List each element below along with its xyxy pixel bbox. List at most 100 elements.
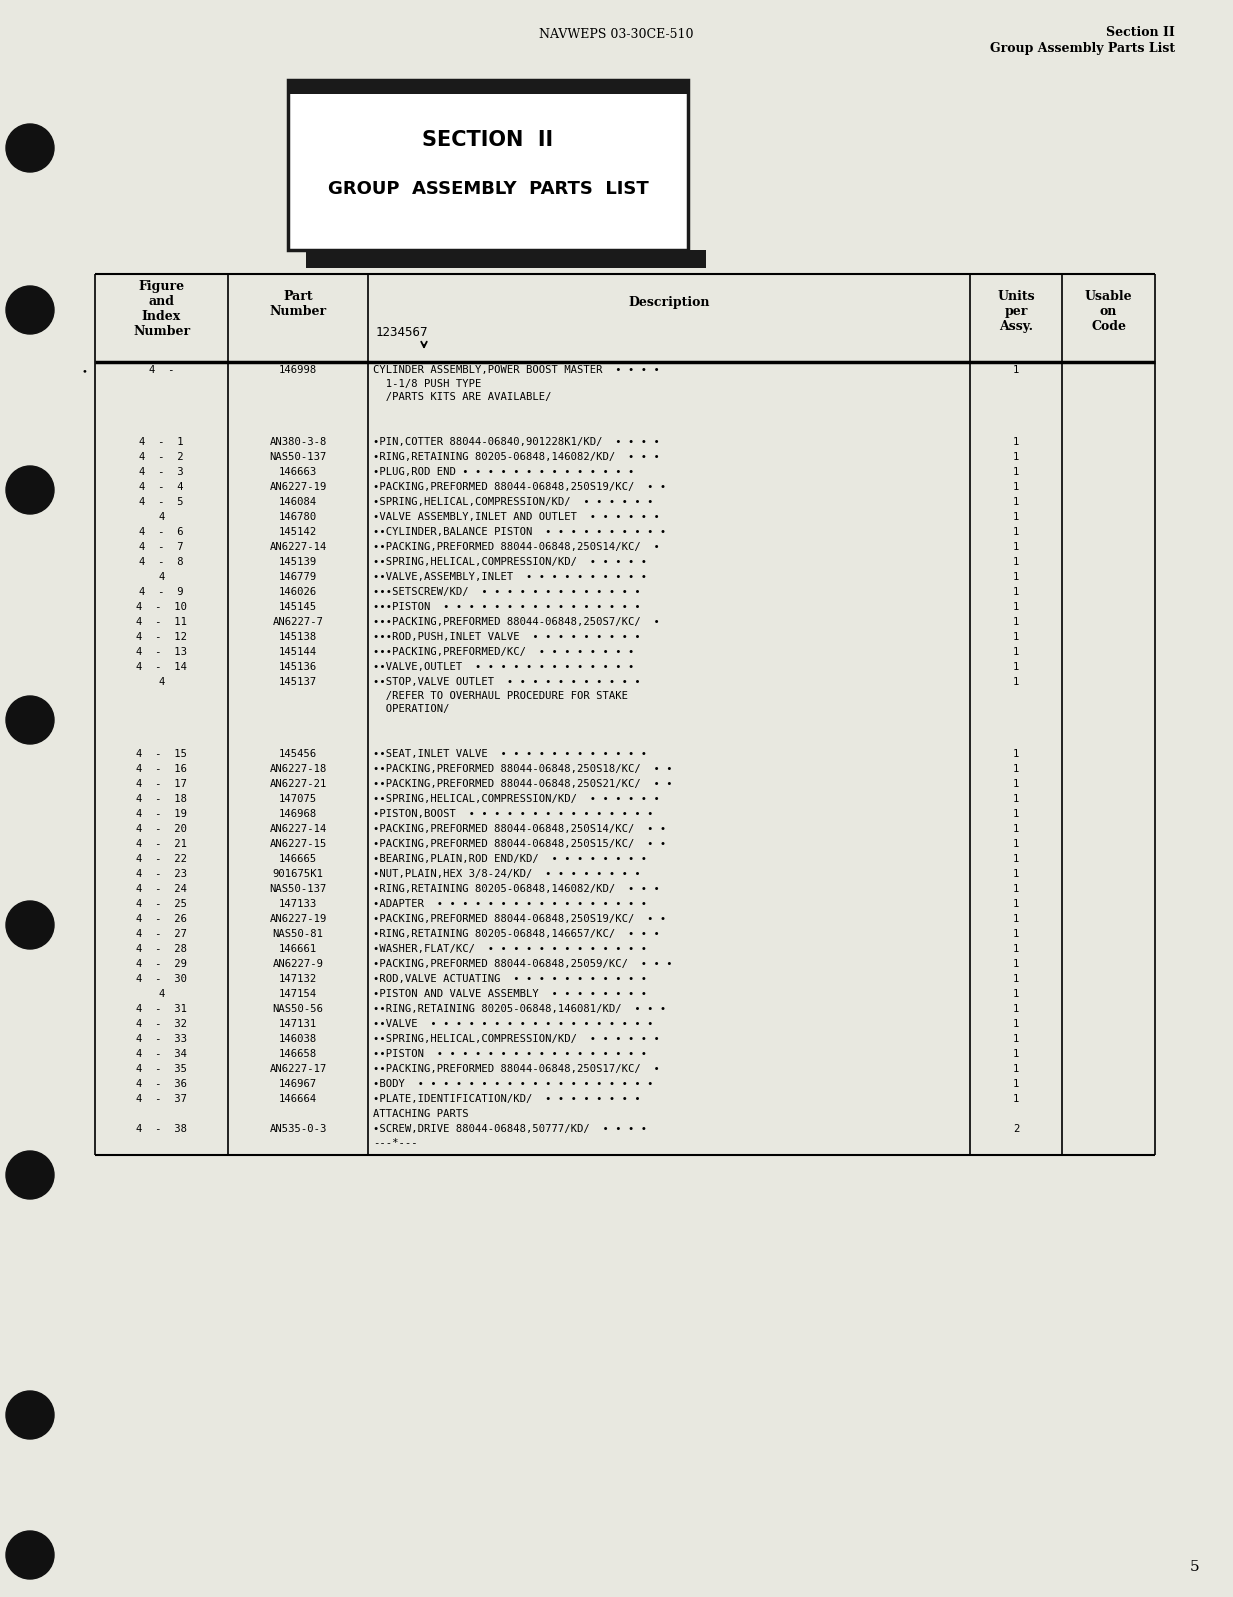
Text: NAS50-81: NAS50-81 xyxy=(272,929,323,939)
Bar xyxy=(289,80,688,94)
Text: 4  -  18: 4 - 18 xyxy=(136,794,187,803)
Text: 146663: 146663 xyxy=(279,466,317,478)
Text: 4  -  4: 4 - 4 xyxy=(139,482,184,492)
Text: 1: 1 xyxy=(1012,572,1020,581)
Text: 4  -  20: 4 - 20 xyxy=(136,824,187,834)
Text: 1: 1 xyxy=(1012,1033,1020,1044)
Text: 4  -  24: 4 - 24 xyxy=(136,885,187,894)
Text: 1: 1 xyxy=(1012,1094,1020,1104)
Text: ••SEAT,INLET VALVE  • • • • • • • • • • • •: ••SEAT,INLET VALVE • • • • • • • • • • •… xyxy=(374,749,647,759)
Text: 1: 1 xyxy=(1012,438,1020,447)
Text: Group Assembly Parts List: Group Assembly Parts List xyxy=(990,42,1175,54)
Text: Section II: Section II xyxy=(1106,26,1175,38)
Text: •PISTON,BOOST  • • • • • • • • • • • • • • •: •PISTON,BOOST • • • • • • • • • • • • • … xyxy=(374,810,653,819)
Text: •••ROD,PUSH,INLET VALVE  • • • • • • • • •: •••ROD,PUSH,INLET VALVE • • • • • • • • … xyxy=(374,632,641,642)
Text: 1: 1 xyxy=(1012,366,1020,375)
Text: •••SETSCREW/KD/  • • • • • • • • • • • • •: •••SETSCREW/KD/ • • • • • • • • • • • • … xyxy=(374,588,641,597)
Text: •RING,RETAINING 80205-06848,146657/KC/  • • •: •RING,RETAINING 80205-06848,146657/KC/ •… xyxy=(374,929,660,939)
Text: 146968: 146968 xyxy=(279,810,317,819)
Text: 4  -  15: 4 - 15 xyxy=(136,749,187,759)
Text: NAS50-56: NAS50-56 xyxy=(272,1005,323,1014)
Text: 1: 1 xyxy=(1012,913,1020,925)
Text: 1: 1 xyxy=(1012,885,1020,894)
Text: 5: 5 xyxy=(1190,1560,1200,1575)
Text: 2: 2 xyxy=(1012,1124,1020,1134)
Text: 146967: 146967 xyxy=(279,1080,317,1089)
Text: 4  -  38: 4 - 38 xyxy=(136,1124,187,1134)
Text: •••PACKING,PREFORMED/KC/  • • • • • • • •: •••PACKING,PREFORMED/KC/ • • • • • • • • xyxy=(374,647,634,656)
Text: NAS50-137: NAS50-137 xyxy=(269,885,327,894)
Text: •RING,RETAINING 80205-06848,146082/KD/  • • •: •RING,RETAINING 80205-06848,146082/KD/ •… xyxy=(374,885,660,894)
Text: ••SPRING,HELICAL,COMPRESSION/KD/  • • • • •: ••SPRING,HELICAL,COMPRESSION/KD/ • • • •… xyxy=(374,557,647,567)
Text: Figure
and
Index
Number: Figure and Index Number xyxy=(133,279,190,339)
Text: ••PACKING,PREFORMED 88044-06848,250S17/KC/  •: ••PACKING,PREFORMED 88044-06848,250S17/K… xyxy=(374,1064,660,1075)
Text: Description: Description xyxy=(629,295,710,308)
Text: CYLINDER ASSEMBLY,POWER BOOST MASTER  • • • •: CYLINDER ASSEMBLY,POWER BOOST MASTER • •… xyxy=(374,366,660,375)
Text: 4  -  28: 4 - 28 xyxy=(136,944,187,953)
Text: •PACKING,PREFORMED 88044-06848,25059/KC/  • • •: •PACKING,PREFORMED 88044-06848,25059/KC/… xyxy=(374,960,673,969)
Text: •SPRING,HELICAL,COMPRESSION/KD/  • • • • • •: •SPRING,HELICAL,COMPRESSION/KD/ • • • • … xyxy=(374,497,653,506)
Text: 146084: 146084 xyxy=(279,497,317,506)
Text: 1: 1 xyxy=(1012,838,1020,850)
Text: 4  -  21: 4 - 21 xyxy=(136,838,187,850)
Text: 4  -  2: 4 - 2 xyxy=(139,452,184,462)
Circle shape xyxy=(6,1391,54,1439)
Circle shape xyxy=(6,1532,54,1579)
Text: •PLATE,IDENTIFICATION/KD/  • • • • • • • •: •PLATE,IDENTIFICATION/KD/ • • • • • • • … xyxy=(374,1094,641,1104)
Text: 4  -  1: 4 - 1 xyxy=(139,438,184,447)
Text: 4  -  10: 4 - 10 xyxy=(136,602,187,612)
Circle shape xyxy=(6,901,54,949)
Text: 1: 1 xyxy=(1012,452,1020,462)
Text: 1: 1 xyxy=(1012,541,1020,553)
Text: •NUT,PLAIN,HEX 3/8-24/KD/  • • • • • • • •: •NUT,PLAIN,HEX 3/8-24/KD/ • • • • • • • … xyxy=(374,869,641,878)
Text: •PACKING,PREFORMED 88044-06848,250S19/KC/  • •: •PACKING,PREFORMED 88044-06848,250S19/KC… xyxy=(374,913,666,925)
Text: OPERATION/: OPERATION/ xyxy=(374,704,450,714)
Text: AN6227-21: AN6227-21 xyxy=(269,779,327,789)
Text: 1: 1 xyxy=(1012,1019,1020,1028)
Text: 147132: 147132 xyxy=(279,974,317,984)
Circle shape xyxy=(6,286,54,334)
Text: 1: 1 xyxy=(1012,482,1020,492)
Text: 4  -  5: 4 - 5 xyxy=(139,497,184,506)
Text: 4  -  13: 4 - 13 xyxy=(136,647,187,656)
Text: 1: 1 xyxy=(1012,869,1020,878)
Text: •PLUG,ROD END • • • • • • • • • • • • • •: •PLUG,ROD END • • • • • • • • • • • • • … xyxy=(374,466,634,478)
Text: 4  -: 4 - xyxy=(149,366,174,375)
Text: AN6227-19: AN6227-19 xyxy=(269,913,327,925)
Text: 4  -  12: 4 - 12 xyxy=(136,632,187,642)
Text: 4  -  30: 4 - 30 xyxy=(136,974,187,984)
Text: •ADAPTER  • • • • • • • • • • • • • • • • •: •ADAPTER • • • • • • • • • • • • • • • •… xyxy=(374,899,647,909)
Text: 1: 1 xyxy=(1012,854,1020,864)
Text: 1: 1 xyxy=(1012,513,1020,522)
Text: 1-1/8 PUSH TYPE: 1-1/8 PUSH TYPE xyxy=(374,378,481,388)
Text: ••RING,RETAINING 80205-06848,146081/KD/  • • •: ••RING,RETAINING 80205-06848,146081/KD/ … xyxy=(374,1005,666,1014)
Text: AN6227-14: AN6227-14 xyxy=(269,541,327,553)
Text: 1: 1 xyxy=(1012,899,1020,909)
Text: 4  -  7: 4 - 7 xyxy=(139,541,184,553)
Text: 1: 1 xyxy=(1012,466,1020,478)
Text: •PISTON AND VALVE ASSEMBLY  • • • • • • • •: •PISTON AND VALVE ASSEMBLY • • • • • • •… xyxy=(374,989,647,1000)
Text: 4  -  14: 4 - 14 xyxy=(136,663,187,672)
Text: ATTACHING PARTS: ATTACHING PARTS xyxy=(374,1108,469,1119)
Text: •SCREW,DRIVE 88044-06848,50777/KD/  • • • •: •SCREW,DRIVE 88044-06848,50777/KD/ • • •… xyxy=(374,1124,647,1134)
Text: ••STOP,VALVE OUTLET  • • • • • • • • • • •: ••STOP,VALVE OUTLET • • • • • • • • • • … xyxy=(374,677,641,687)
Text: Part
Number: Part Number xyxy=(270,291,327,318)
Text: ••PACKING,PREFORMED 88044-06848,250S14/KC/  •: ••PACKING,PREFORMED 88044-06848,250S14/K… xyxy=(374,541,660,553)
Text: 4  -  9: 4 - 9 xyxy=(139,588,184,597)
Circle shape xyxy=(6,466,54,514)
Text: •••PISTON  • • • • • • • • • • • • • • • •: •••PISTON • • • • • • • • • • • • • • • … xyxy=(374,602,641,612)
Text: 145139: 145139 xyxy=(279,557,317,567)
Text: 145137: 145137 xyxy=(279,677,317,687)
Text: •••PACKING,PREFORMED 88044-06848,250S7/KC/  •: •••PACKING,PREFORMED 88044-06848,250S7/K… xyxy=(374,616,660,628)
Circle shape xyxy=(6,125,54,172)
Bar xyxy=(306,251,707,268)
Text: 4  -  35: 4 - 35 xyxy=(136,1064,187,1075)
Text: 1: 1 xyxy=(1012,647,1020,656)
Text: ••PACKING,PREFORMED 88044-06848,250S21/KC/  • •: ••PACKING,PREFORMED 88044-06848,250S21/K… xyxy=(374,779,673,789)
Text: 1: 1 xyxy=(1012,779,1020,789)
Text: 1: 1 xyxy=(1012,824,1020,834)
Text: 4  -  29: 4 - 29 xyxy=(136,960,187,969)
Text: AN6227-19: AN6227-19 xyxy=(269,482,327,492)
Text: ••PACKING,PREFORMED 88044-06848,250S18/KC/  • •: ••PACKING,PREFORMED 88044-06848,250S18/K… xyxy=(374,763,673,775)
Text: AN6227-18: AN6227-18 xyxy=(269,763,327,775)
